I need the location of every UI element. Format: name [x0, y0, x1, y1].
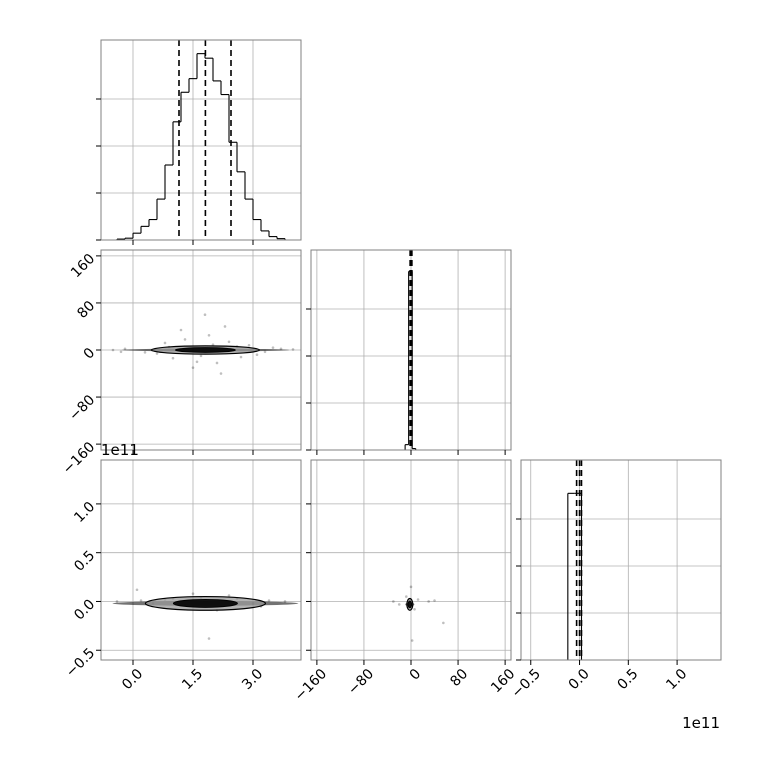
- sample-point: [207, 637, 211, 640]
- data-layer: [111, 40, 583, 660]
- x-offset-label: 1e11: [682, 714, 720, 732]
- y-tick-label: 0.5: [71, 548, 98, 575]
- sample-point: [239, 355, 243, 359]
- histogram-panel-frame: [520, 459, 722, 661]
- contour-inner: [172, 599, 238, 608]
- sample-point: [115, 600, 119, 603]
- x-tick-label: −160: [292, 666, 331, 705]
- sample-point: [219, 372, 223, 375]
- y-tick-label: 0: [81, 345, 99, 363]
- sample-point: [247, 343, 251, 347]
- sample-point: [203, 313, 207, 317]
- histogram-panel-frame: [100, 39, 302, 241]
- sample-point: [179, 328, 183, 332]
- sample-point: [199, 354, 203, 358]
- sample-point: [143, 351, 147, 354]
- sample-point: [191, 366, 195, 369]
- sample-point: [207, 333, 211, 337]
- pair-panel-frame: [100, 459, 302, 661]
- contour-inner: [407, 600, 413, 609]
- sample-point: [283, 600, 287, 603]
- x-tick-label: 0: [407, 666, 425, 684]
- sample-point: [191, 592, 195, 595]
- sample-point: [155, 352, 159, 355]
- y-tick-label: 0.0: [71, 596, 98, 623]
- sample-point: [410, 639, 414, 642]
- x-tick-label: 0.0: [566, 666, 593, 693]
- sample-point: [271, 346, 275, 349]
- sample-point: [227, 340, 231, 344]
- sample-point: [404, 595, 408, 598]
- sample-point: [255, 353, 259, 357]
- y-tick-label: 160: [68, 251, 98, 281]
- tick-layer: [96, 98, 678, 665]
- sample-point: [416, 598, 420, 601]
- x-tick-label: −80: [345, 666, 377, 698]
- sample-point: [139, 599, 143, 602]
- y-tick-label: −80: [66, 392, 98, 424]
- x-tick-label: 0.5: [614, 666, 641, 693]
- sample-point: [195, 360, 199, 364]
- sample-point: [183, 338, 187, 341]
- sample-point: [215, 361, 219, 365]
- sample-point: [223, 325, 227, 328]
- sample-point: [123, 347, 127, 351]
- sample-point: [392, 600, 395, 603]
- y-offset-label: 1e11: [101, 441, 139, 459]
- sample-point: [263, 350, 267, 354]
- x-tick-label: 1.0: [663, 666, 690, 693]
- sample-point: [171, 356, 175, 360]
- sample-point: [442, 621, 445, 625]
- sample-point: [227, 594, 231, 597]
- sample-point: [111, 348, 115, 352]
- sample-point: [163, 341, 167, 345]
- y-tick-label: −0.5: [63, 645, 98, 680]
- sample-point: [267, 599, 271, 602]
- y-tick-label: −160: [60, 439, 99, 478]
- y-tick-label: 1.0: [71, 499, 98, 526]
- sample-point: [433, 599, 436, 602]
- x-tick-label: −0.5: [509, 666, 544, 701]
- sample-point: [135, 588, 139, 592]
- y-tick-label: 80: [74, 298, 98, 322]
- contour-inner: [174, 347, 236, 353]
- x-tick-label: 0.0: [119, 666, 146, 693]
- sample-point: [427, 600, 430, 603]
- sample-point: [409, 585, 413, 589]
- x-tick-label: 3.0: [239, 666, 266, 693]
- x-tick-label: 1.5: [179, 666, 206, 693]
- x-tick-label: 80: [447, 666, 471, 690]
- sample-point: [413, 607, 416, 611]
- sample-point: [291, 348, 295, 351]
- sample-point: [119, 350, 123, 354]
- sample-point: [397, 603, 401, 606]
